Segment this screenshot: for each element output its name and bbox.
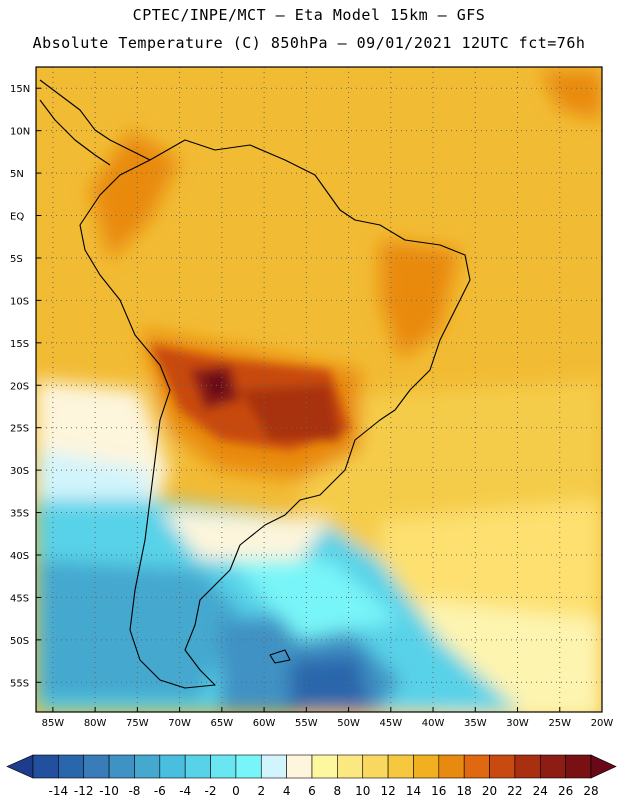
colorbar-arrow-low xyxy=(6,754,34,779)
colorbar-swatch xyxy=(210,754,237,779)
field-hot-east xyxy=(240,385,340,440)
colorbar-label: 22 xyxy=(507,784,522,798)
lat-label: 20S xyxy=(10,381,29,392)
colorbar-swatch xyxy=(83,754,110,779)
lon-label: 50W xyxy=(337,718,360,729)
colorbar-swatch xyxy=(337,754,364,779)
colorbar-labels: -14 -12 -10 -8 -6 -4 -2 0 2 4 6 8 10 12 14 16 18 20 22 24 26… xyxy=(49,784,599,798)
colorbar-label: 8 xyxy=(334,784,342,798)
lat-label: 50S xyxy=(10,636,29,647)
field-ne-warm xyxy=(540,70,602,120)
coastlines xyxy=(39,79,471,689)
colorbar-label: 18 xyxy=(457,784,472,798)
lat-label: 35S xyxy=(10,509,29,520)
colorbar-label: -12 xyxy=(74,784,94,798)
colorbar-swatch xyxy=(311,754,338,779)
lon-label: 55W xyxy=(295,718,318,729)
colorbar-label: -4 xyxy=(179,784,191,798)
colorbar-label: -10 xyxy=(99,784,119,798)
colorbar-label: 20 xyxy=(482,784,497,798)
colorbar-label: 24 xyxy=(533,784,548,798)
lat-label: 40S xyxy=(10,551,29,562)
colorbar-swatch xyxy=(387,754,414,779)
colorbar-label: -2 xyxy=(205,784,217,798)
longitude-labels: 85W 80W 75W 70W 65W 60W 55W 50W 45W 40W 35W 30W 25W 2… xyxy=(42,707,614,729)
lat-label: 15N xyxy=(10,84,30,95)
lat-label: 15S xyxy=(10,339,29,350)
colorbar-swatch xyxy=(539,754,566,779)
colorbar-swatch xyxy=(286,754,313,779)
lat-label: 10S xyxy=(10,296,29,307)
colorbar-swatch xyxy=(489,754,516,779)
colorbar-swatch xyxy=(514,754,541,779)
lon-label: 20W xyxy=(591,718,614,729)
colorbar-label: 0 xyxy=(232,784,240,798)
colorbar-label: 16 xyxy=(431,784,446,798)
colorbar-label: 6 xyxy=(308,784,316,798)
lon-label: 70W xyxy=(168,718,191,729)
colorbar-swatch xyxy=(58,754,85,779)
colorbar-label: -14 xyxy=(49,784,69,798)
colorbar-swatch xyxy=(362,754,389,779)
lat-label: 25S xyxy=(10,424,29,435)
field-bright-cyan xyxy=(230,560,400,640)
colorbar-swatch xyxy=(159,754,186,779)
colorbar-swatch xyxy=(565,754,592,779)
colorbar-swatch xyxy=(184,754,211,779)
latitude-labels: 15N 10N 5N EQ 5S 10S 15S 20S 25S 30S 35S 40S 45S 50S 5… xyxy=(10,84,41,689)
temperature-field xyxy=(36,67,602,712)
map-frame xyxy=(35,66,603,713)
lon-label: 35W xyxy=(464,718,487,729)
colorbar-label: 4 xyxy=(283,784,291,798)
colorbar-label: 28 xyxy=(583,784,598,798)
colorbar-swatch xyxy=(463,754,490,779)
lon-label: 60W xyxy=(253,718,276,729)
colorbar xyxy=(6,754,617,779)
colorbar-swatch xyxy=(235,754,262,779)
colorbar-swatch xyxy=(438,754,465,779)
lat-label: 10N xyxy=(10,127,30,138)
field-cream-band xyxy=(160,510,330,560)
lat-label: EQ xyxy=(10,212,24,223)
lon-label: 45W xyxy=(379,718,402,729)
colorbar-label: 10 xyxy=(355,784,370,798)
lon-label: 80W xyxy=(84,718,107,729)
central-america-pacific-coast xyxy=(39,99,111,166)
lat-label: 5N xyxy=(10,169,24,180)
colorbar-swatch xyxy=(32,754,59,779)
colorbar-label: 2 xyxy=(257,784,265,798)
colorbar-label: 26 xyxy=(558,784,573,798)
lon-label: 75W xyxy=(126,718,149,729)
field-coldest xyxy=(290,655,370,712)
central-america-coastline xyxy=(39,79,151,161)
colorbar-label: 14 xyxy=(406,784,421,798)
field-south-blue xyxy=(40,560,240,700)
lat-label: 45S xyxy=(10,593,29,604)
map-title-line-1: CPTEC/INPE/MCT – Eta Model 15km – GFS xyxy=(132,6,486,24)
colorbar-swatch xyxy=(260,754,287,779)
colorbar-label: -8 xyxy=(128,784,140,798)
lat-label: 30S xyxy=(10,466,29,477)
lat-label: 55S xyxy=(10,678,29,689)
colorbar-label: -6 xyxy=(154,784,166,798)
lon-label: 40W xyxy=(422,718,445,729)
lat-label: 5S xyxy=(10,254,23,265)
lon-label: 25W xyxy=(548,718,571,729)
field-east-warm xyxy=(380,240,460,360)
colorbar-swatch xyxy=(413,754,440,779)
colorbar-swatch xyxy=(134,754,161,779)
map-title-line-2: Absolute Temperature (C) 850hPa – 09/01/… xyxy=(32,34,586,52)
colorbar-arrow-high xyxy=(590,754,617,779)
field-north-warm xyxy=(90,130,180,260)
lon-label: 85W xyxy=(42,718,65,729)
lon-label: 30W xyxy=(506,718,529,729)
colorbar-swatch xyxy=(108,754,135,779)
lon-label: 65W xyxy=(211,718,234,729)
falklands-coastline xyxy=(269,649,291,664)
colorbar-label: 12 xyxy=(380,784,395,798)
south-america-coastline xyxy=(79,139,471,689)
